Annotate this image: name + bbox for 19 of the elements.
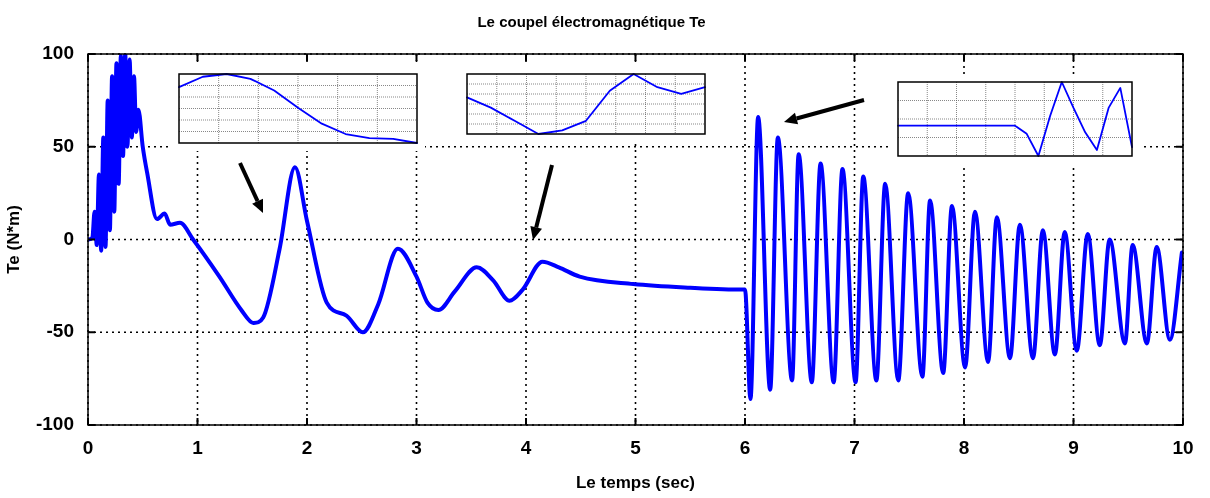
x-tick-label: 2 bbox=[301, 436, 313, 458]
x-tick-label: 4 bbox=[520, 436, 532, 458]
x-tick-label: 10 bbox=[1172, 436, 1194, 458]
x-tick-label: 1 bbox=[192, 436, 204, 458]
x-tick-label: 7 bbox=[849, 436, 860, 458]
x-axis-title: Le temps (sec) bbox=[575, 473, 696, 493]
chart-title: Le coupel électromagnétique Te bbox=[477, 13, 706, 31]
x-tick-label: 6 bbox=[739, 436, 751, 458]
x-tick-label: 9 bbox=[1068, 436, 1079, 458]
x-tick-label: 8 bbox=[958, 436, 970, 458]
y-axis-title: Te (N*m) bbox=[3, 205, 23, 274]
y-tick-label: 100 bbox=[42, 42, 74, 64]
y-tick-label: -50 bbox=[46, 320, 74, 342]
y-tick-label: 50 bbox=[52, 134, 74, 156]
x-tick-label: 5 bbox=[630, 436, 642, 458]
x-tick-label: 3 bbox=[411, 436, 422, 458]
y-tick-label: 0 bbox=[63, 227, 74, 249]
x-tick-label: 0 bbox=[82, 436, 94, 458]
y-tick-label: -100 bbox=[35, 413, 74, 435]
